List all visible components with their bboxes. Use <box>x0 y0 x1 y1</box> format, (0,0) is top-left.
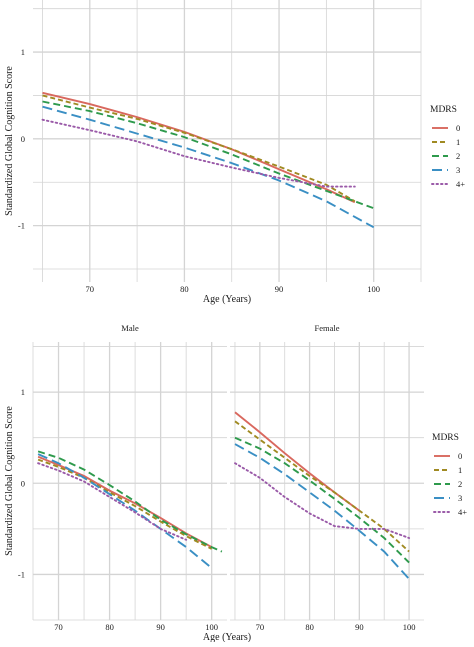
top-xtick-label-90: 90 <box>275 284 284 294</box>
top-legend-label-1: 1 <box>456 137 460 147</box>
female-xtick-label-90: 90 <box>355 622 364 632</box>
female-xtick-label-100: 100 <box>403 622 416 632</box>
male-series-line-3 <box>37 453 213 569</box>
top-series-line-4+ <box>41 118 356 188</box>
female-series-line-4+ <box>234 462 411 539</box>
top-legend-label-2: 2 <box>456 151 460 161</box>
top-legend-label-3: 3 <box>456 165 460 175</box>
female-series-line-1 <box>234 420 410 553</box>
female-xtick-label-80: 80 <box>305 622 314 632</box>
female-legend-label-3: 3 <box>458 493 462 503</box>
series-layer <box>37 91 411 580</box>
female-panel-background <box>230 342 424 620</box>
top-series-line-1 <box>42 94 356 203</box>
male-xtick-label-100: 100 <box>205 622 218 632</box>
top-series-line-3 <box>42 105 375 229</box>
top-xtick-label-80: 80 <box>180 284 189 294</box>
top-x-axis-label: Age (Years) <box>203 294 251 305</box>
female-series-line-0 <box>234 411 360 512</box>
male-xtick-label-90: 90 <box>156 622 165 632</box>
top-legend-title: MDRS <box>430 105 457 115</box>
top-legend-label-0: 0 <box>456 123 460 133</box>
male-series-line-1 <box>37 458 213 550</box>
top-series-line-2 <box>42 100 375 210</box>
male-y-axis-label: Standardized Global Cognition Score <box>4 406 15 556</box>
female-xtick-label-70: 70 <box>256 622 265 632</box>
male-panel-background <box>33 342 227 620</box>
top-xtick-label-100: 100 <box>367 284 380 294</box>
female-series-line-3 <box>234 443 410 580</box>
grid-layer <box>32 0 424 621</box>
female-legend-label-4+: 4+ <box>458 507 467 517</box>
male-ytick-label-0: 0 <box>21 478 25 488</box>
female-panel-title: Female <box>314 323 339 333</box>
female-legend-title: MDRS <box>432 433 459 443</box>
male-xtick-label-80: 80 <box>105 622 114 632</box>
top-ytick-label-1: 1 <box>21 47 25 57</box>
male-series-line-2 <box>37 450 223 553</box>
female-legend-label-1: 1 <box>458 465 462 475</box>
male-ytick-label-1: 1 <box>21 387 25 397</box>
female-legend-label-0: 0 <box>458 451 462 461</box>
male-series-line-4+ <box>37 462 188 541</box>
male-ytick-label--1: -1 <box>18 569 25 579</box>
female-legend-label-2: 2 <box>458 479 462 489</box>
top-ytick-label--1: -1 <box>18 221 25 231</box>
male-x-axis-label: Age (Years) <box>203 632 251 642</box>
top-ytick-label-0: 0 <box>21 134 25 144</box>
female-series-line-2 <box>234 436 410 564</box>
top-xtick-label-70: 70 <box>86 284 95 294</box>
top-legend-label-4+: 4+ <box>456 179 465 189</box>
male-xtick-label-70: 70 <box>54 622 63 632</box>
top-panel-background <box>33 0 421 282</box>
male-panel-title: Male <box>121 323 139 333</box>
top-y-axis-label: Standardized Global Cognition Score <box>4 66 15 216</box>
